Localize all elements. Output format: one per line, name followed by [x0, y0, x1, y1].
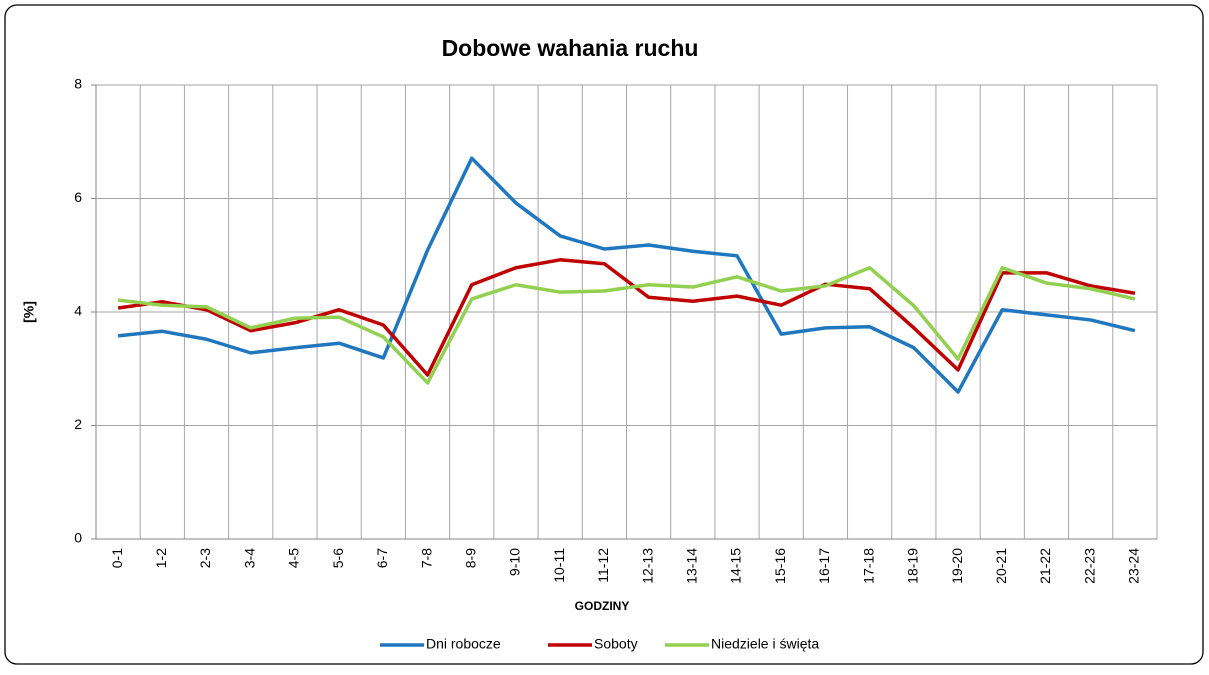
x-tick-label: 18-19 [905, 548, 921, 584]
series-line [117, 258, 1136, 377]
y-tick-label: 6 [74, 189, 82, 205]
chart-border [4, 4, 1204, 665]
x-tick-label: 14-15 [728, 548, 744, 584]
x-tick-label: 22-23 [1081, 548, 1097, 584]
x-tick-label: 13-14 [684, 548, 700, 584]
x-tick-label: 19-20 [949, 548, 965, 584]
x-tick-label: 9-10 [507, 548, 523, 576]
x-tick-label: 1-2 [153, 548, 169, 568]
x-tick-label: 7-8 [418, 548, 434, 568]
x-axis-label: GODZINY [575, 599, 630, 613]
x-tick-label: 12-13 [639, 548, 655, 584]
y-tick-label: 4 [74, 303, 82, 319]
x-tick-label: 15-16 [772, 548, 788, 584]
y-tick-label: 8 [74, 76, 82, 92]
x-tick-label: 8-9 [462, 548, 478, 568]
x-tick-label: 21-22 [1037, 548, 1053, 584]
x-tick-label: 10-11 [551, 548, 567, 583]
series-line [117, 265, 1136, 385]
x-tick-label: 16-17 [816, 548, 832, 584]
chart-title: Dobowe wahania ruchu [442, 35, 699, 61]
x-tick-label: 6-7 [374, 548, 390, 568]
x-tick-label: 2-3 [197, 548, 213, 568]
x-tick-label: 20-21 [993, 548, 1009, 584]
series-line [117, 156, 1136, 394]
y-axis-label: [%] [21, 301, 37, 323]
y-tick-label: 0 [74, 530, 82, 546]
y-tick-label: 2 [74, 416, 82, 432]
x-tick-label: 3-4 [241, 548, 257, 568]
x-tick-label: 0-1 [109, 548, 125, 568]
legend-label: Dni robocze [426, 636, 501, 652]
x-tick-label: 11-12 [595, 548, 611, 583]
x-tick-label: 17-18 [860, 548, 876, 584]
legend-label: Soboty [594, 636, 638, 652]
x-tick-label: 4-5 [286, 548, 302, 568]
legend-label: Niedziele i święta [711, 636, 819, 652]
x-tick-label: 23-24 [1126, 548, 1142, 584]
x-tick-label: 5-6 [330, 548, 346, 568]
